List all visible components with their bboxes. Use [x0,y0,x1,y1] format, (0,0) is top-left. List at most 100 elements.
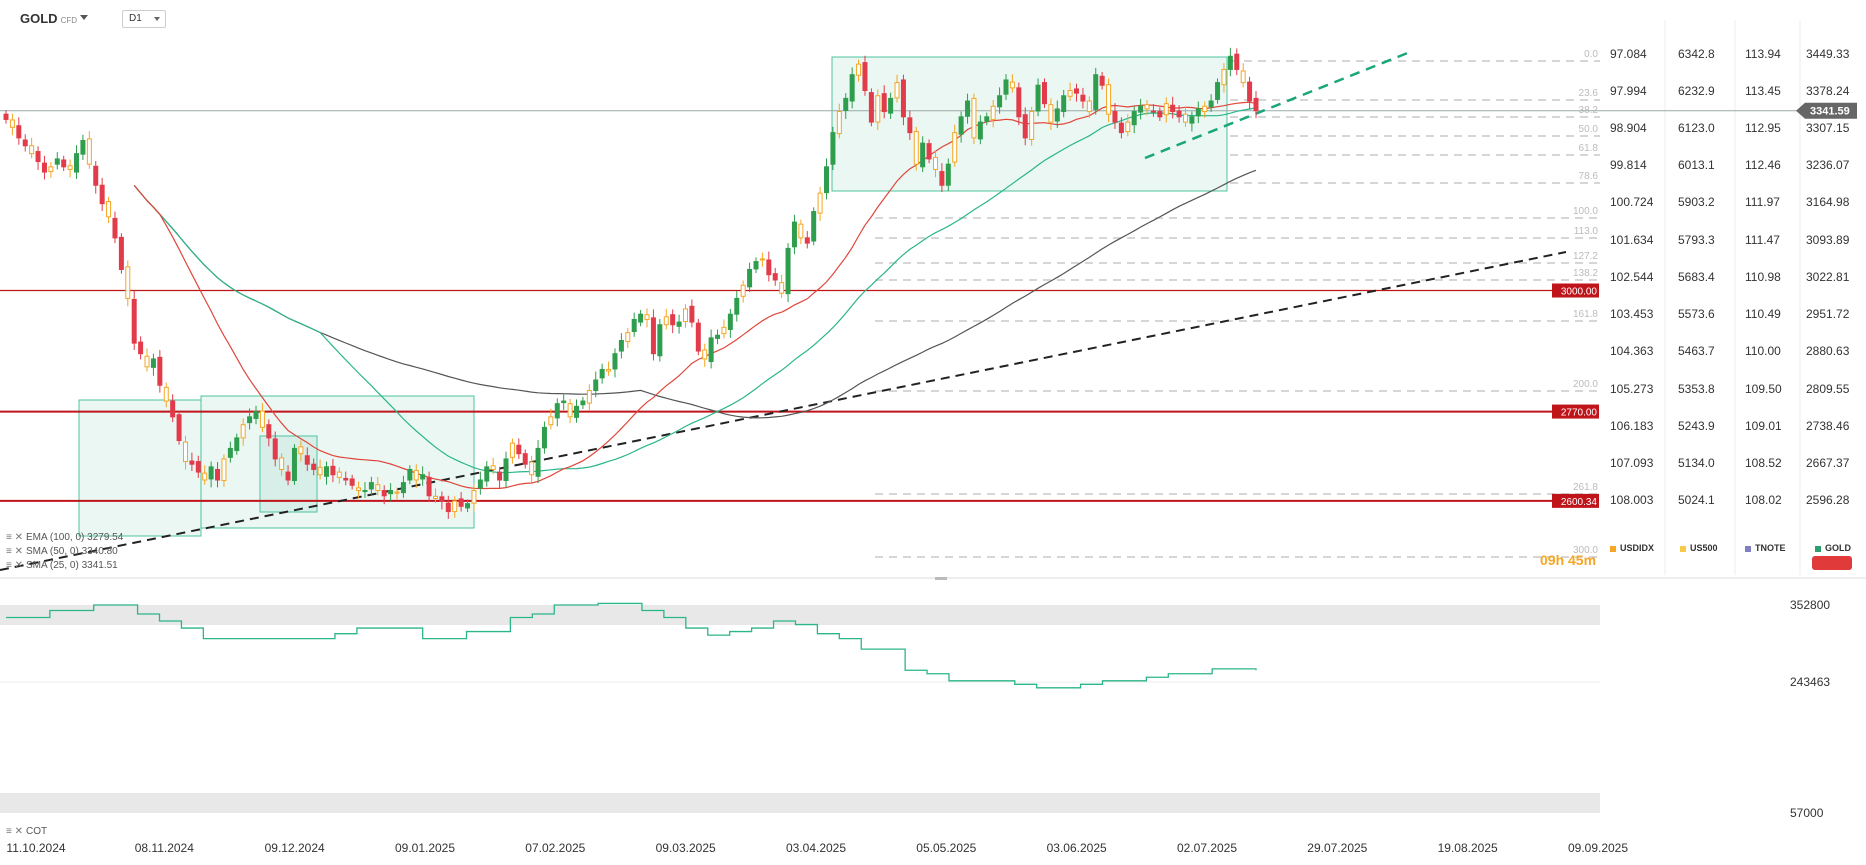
candle-body [343,477,349,481]
indicator-sma25[interactable]: ≡ ✕ SMA (25, 0) 3341.51 [6,560,118,571]
scale-value-tnote: 109.01 [1745,419,1782,433]
candle-body [798,223,804,239]
candle-body [86,138,92,165]
candle-body [811,211,817,242]
candle-body [182,441,188,463]
scale-value-gold: 3307.15 [1806,121,1850,135]
candle-body [1093,74,1099,110]
candle-body [631,318,637,333]
timeframe-selector[interactable]: D1 [122,10,166,28]
column-header-tnote[interactable]: TNOTE [1745,543,1786,553]
scale-value-usdidx: 105.273 [1610,382,1654,396]
candle-body [522,453,528,465]
candle-body [208,466,214,480]
scale-value-us500: 5903.2 [1678,195,1715,209]
candle-body [336,471,342,478]
candle-body [529,461,535,476]
scale-value-usdidx: 106.183 [1610,419,1654,433]
fib-level-label: 0.0 [1584,49,1598,60]
candle-body [1035,84,1041,112]
candle-body [138,341,144,355]
scale-value-us500: 5353.8 [1678,382,1715,396]
candle-body [48,166,54,173]
candle-body [952,132,958,163]
candle-body [747,268,753,288]
candle-body [734,297,740,315]
indicator-sma50[interactable]: ≡ ✕ SMA (50, 0) 3340.80 [6,546,118,557]
candle-body [381,490,387,497]
x-axis-date: 09.01.2025 [395,841,455,855]
indicator-menu-icon[interactable]: ≡ ✕ [6,546,23,557]
candle-body [663,316,669,326]
scale-value-tnote: 110.49 [1745,307,1781,321]
level-tag-value: 2770.00 [1561,408,1598,419]
candle-body [1054,108,1060,122]
candle-body [586,390,592,404]
scale-value-gold: 3378.24 [1806,84,1850,98]
candle-body [932,156,938,170]
current-price-tag [1796,102,1857,119]
fib-level-label: 100.0 [1573,206,1598,217]
candle-body [1029,111,1035,140]
candle-body [1048,104,1054,123]
scale-value-gold: 2880.63 [1806,344,1850,358]
candle-body [612,353,618,370]
candle-body [830,132,836,165]
candle-body [413,470,419,481]
candle-body [1086,100,1092,113]
indicator-menu-icon[interactable]: ≡ ✕ [6,826,23,837]
candle-body [888,97,894,114]
candle-body [458,498,464,507]
candle-body [394,491,400,494]
candle-body [170,400,176,418]
candle-body [279,457,285,470]
indicator-menu-icon[interactable]: ≡ ✕ [6,532,23,543]
indicator-menu-icon[interactable]: ≡ ✕ [6,560,23,571]
candle-body [958,116,964,135]
scale-value-tnote: 112.46 [1745,158,1781,172]
symbol-dropdown-icon[interactable] [80,15,88,20]
symbol-selector[interactable]: GOLD CFD [20,11,78,26]
indicator-ema100[interactable]: ≡ ✕ EMA (100, 0) 3279.54 [6,532,123,543]
candle-body [227,447,233,458]
legend-swatch-icon [1815,545,1821,552]
candle-body [554,403,560,419]
candle-body [112,217,118,239]
scale-value-gold: 3093.89 [1806,233,1850,247]
column-header-gold[interactable]: GOLD [1815,543,1851,553]
candle-body [368,482,374,490]
indicator-cot[interactable]: ≡ ✕ COT [6,826,47,837]
candle-body [1208,100,1214,108]
candle-body [702,349,708,360]
candle-body [1080,94,1086,102]
chart-toolbar: GOLD CFD D1 [0,0,1866,36]
candle-body [740,284,746,297]
candle-body [247,416,253,424]
candle-body [1112,111,1118,123]
candle-body [1189,116,1195,124]
scale-value-gold: 3022.81 [1806,270,1850,284]
candle-body [715,334,721,339]
scale-value-us500: 6342.8 [1678,47,1715,61]
candle-body [516,444,522,455]
scale-value-usdidx: 104.363 [1610,344,1654,358]
candle-body [1170,104,1176,113]
candle-body [900,79,906,118]
column-header-us500[interactable]: US500 [1680,543,1718,553]
candle-body [535,447,541,477]
candle-body [317,466,323,476]
candle-body [1003,79,1009,95]
candle-body [439,496,445,502]
scale-value-gold: 2738.46 [1806,419,1850,433]
candle-body [9,119,15,128]
gold-color-button[interactable] [1812,556,1852,570]
candle-body [400,482,406,494]
candle-body [253,411,259,419]
column-header-usdidx[interactable]: USDIDX [1610,543,1654,553]
candle-body [599,368,605,379]
candle-body [144,355,150,368]
candle-body [644,314,650,320]
candle-body [1131,111,1137,126]
candle-body [388,490,394,495]
